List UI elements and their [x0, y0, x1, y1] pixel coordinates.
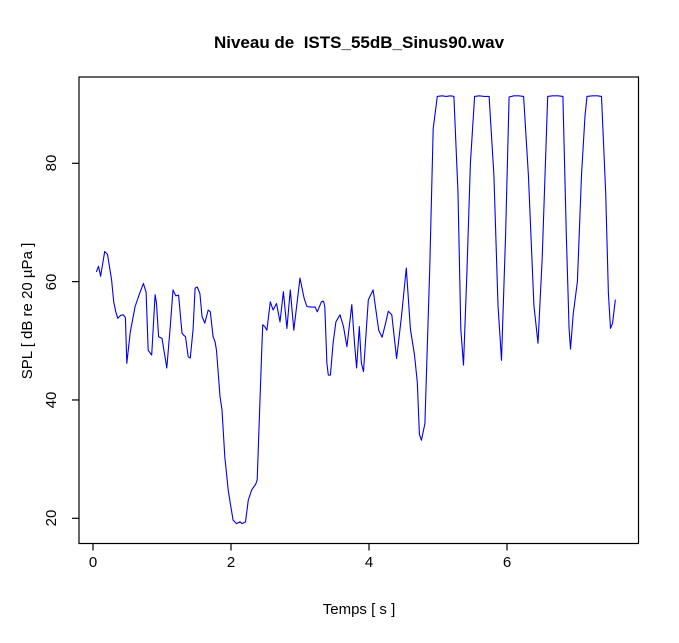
y-tick-label: 40 [43, 391, 60, 409]
x-tick-label: 0 [88, 554, 98, 571]
plot-box-border [78, 76, 640, 545]
x-tick-label: 4 [364, 554, 374, 571]
chart-title: Niveau de ISTS_55dB_Sinus90.wav [213, 33, 505, 52]
x-axis-ticks [92, 543, 508, 551]
y-axis-title: SPL [ dB re 20 µPa ] [19, 242, 36, 380]
x-axis-title: Temps [ s ] [322, 601, 396, 618]
y-tick-label: 80 [43, 154, 60, 172]
spl-data-line [95, 95, 616, 525]
y-tick-label: 20 [43, 509, 60, 527]
y-axis-ticks [72, 162, 79, 519]
x-tick-label: 6 [502, 554, 512, 571]
y-tick-label: 60 [43, 273, 60, 290]
x-tick-label: 2 [226, 554, 236, 571]
